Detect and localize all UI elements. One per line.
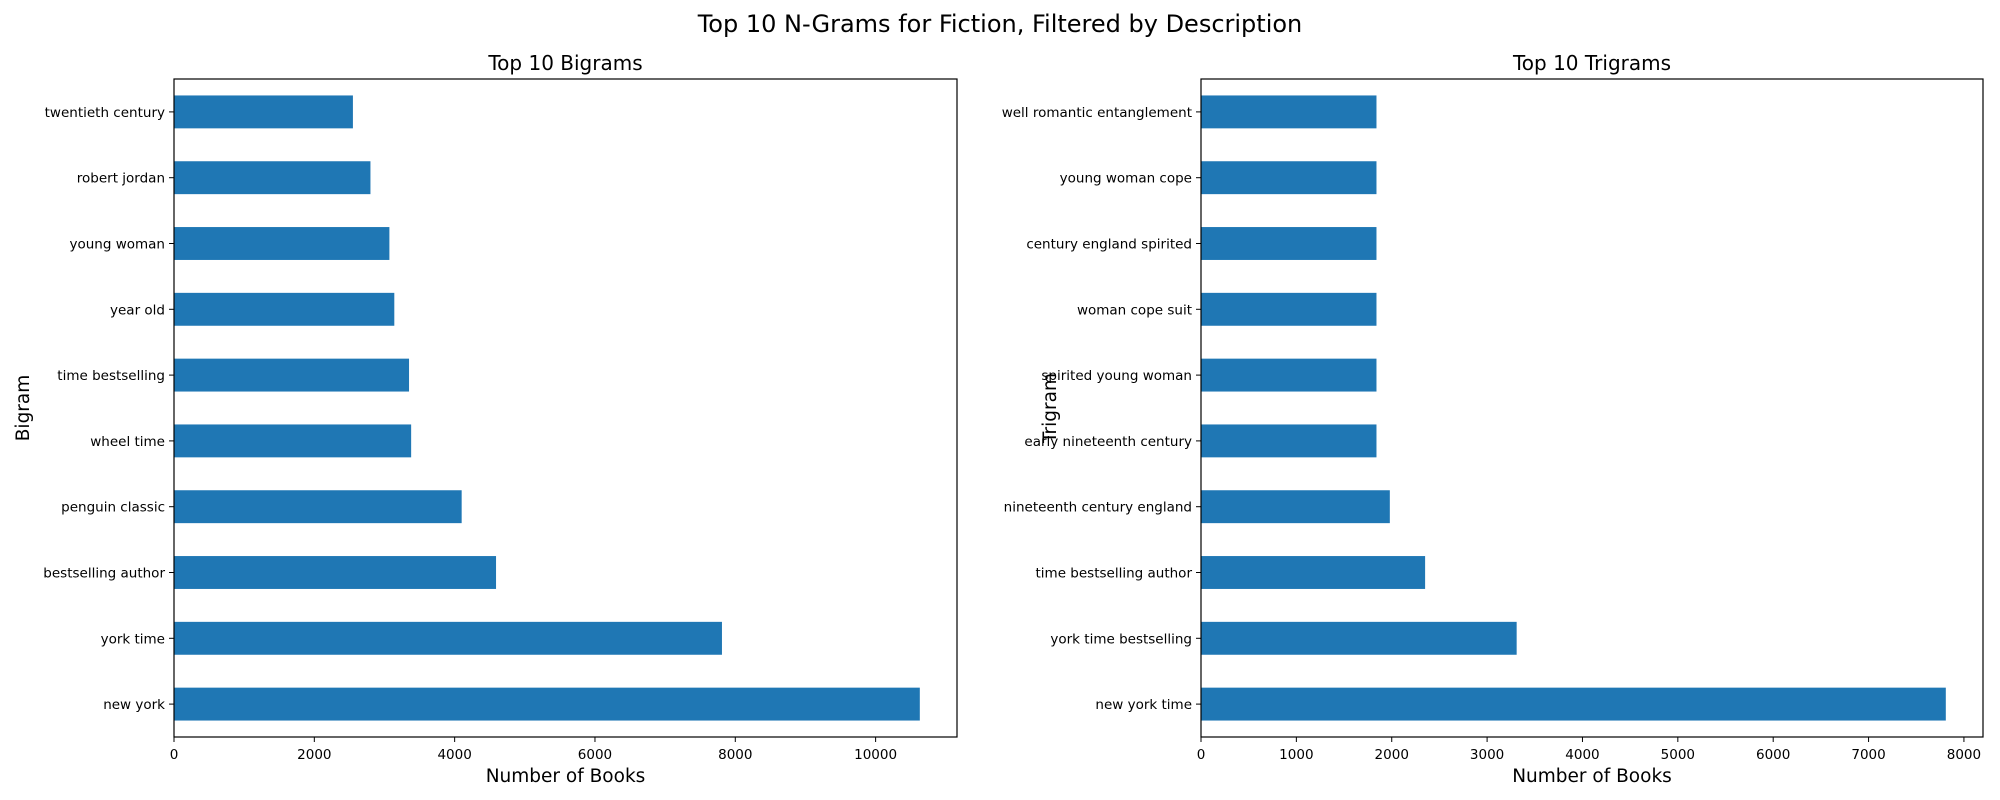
bigram-bar [174,358,410,392]
trigram-category-label: early nineteenth century [1024,434,1192,450]
trigram-axes-frame [1200,78,1984,738]
bigram-xtick-label: 0 [170,747,179,763]
trigram-xtick-label: 3000 [1470,747,1504,763]
bigram-category-label: robert jordan [77,171,165,187]
trigram-bar [1201,687,1946,721]
bigram-xtick-label: 2000 [297,747,331,763]
trigram-chart-title: Top 10 Trigrams [1512,51,1671,75]
trigram-xtick-label: 7000 [1851,747,1885,763]
bigram-category-label: time bestselling [57,368,165,384]
trigram-xtick-label: 8000 [1947,747,1981,763]
bigram-bar [174,687,920,721]
bigram-x-axis-title: Number of Books [486,766,646,787]
trigram-xtick-label: 0 [1197,747,1206,763]
trigram-category-label: young woman cope [1060,171,1192,187]
trigram-x-axis-title: Number of Books [1512,766,1672,787]
trigram-xtick-label: 6000 [1756,747,1790,763]
bigram-xtick-label: 6000 [578,747,612,763]
bigram-category-label: twentieth century [45,105,165,121]
bigram-y-axis-title: Bigram [13,375,34,442]
trigram-bar [1201,95,1377,129]
bigram-bar [174,227,390,260]
trigram-bar [1201,490,1390,524]
bigram-category-label: york time [101,631,165,647]
trigram-y-axis-title: Trigram [1040,373,1061,444]
trigram-category-label: woman cope suit [1077,302,1192,318]
trigram-xtick-label: 4000 [1565,747,1599,763]
bigram-category-label: year old [110,302,165,318]
trigram-xtick-label: 2000 [1375,747,1409,763]
trigram-bar [1201,227,1377,260]
bigram-xtick-label: 8000 [718,747,752,763]
bigram-bar [174,556,497,589]
bigram-bar [174,424,412,458]
trigram-category-label: nineteenth century england [1004,500,1192,516]
bigram-xtick-label: 10000 [854,747,897,763]
bigram-category-label: wheel time [90,434,165,450]
trigram-category-label: well romantic entanglement [1002,105,1192,121]
trigram-bar [1201,161,1377,195]
figure-title: Top 10 N-Grams for Fiction, Filtered by … [697,10,1303,38]
trigram-bar [1201,358,1377,392]
bigram-bar [174,490,462,524]
bigram-category-label: bestselling author [43,566,165,582]
trigram-category-label: time bestselling author [1036,566,1193,582]
trigram-category-label: spirited young woman [1041,368,1192,384]
trigram-category-label: new york time [1095,697,1192,713]
bigram-bar [174,95,353,129]
bigram-category-label: young woman [69,237,165,253]
trigram-bar [1201,621,1517,655]
bigram-category-label: new york [103,697,165,713]
trigram-bar [1201,292,1377,326]
trigram-category-label: century england spirited [1026,237,1192,253]
bigram-bar [174,161,371,195]
trigram-bar [1201,424,1377,458]
bigram-bar [174,292,395,326]
trigram-xtick-label: 5000 [1661,747,1695,763]
bigram-chart-title: Top 10 Bigrams [487,51,642,75]
bigram-xtick-label: 4000 [437,747,471,763]
bigram-bar [174,621,722,655]
trigram-bar [1201,556,1426,589]
trigram-category-label: york time bestselling [1050,631,1192,647]
bigram-axes-frame [173,78,958,738]
trigram-xtick-label: 1000 [1279,747,1313,763]
bigram-category-label: penguin classic [61,500,165,516]
